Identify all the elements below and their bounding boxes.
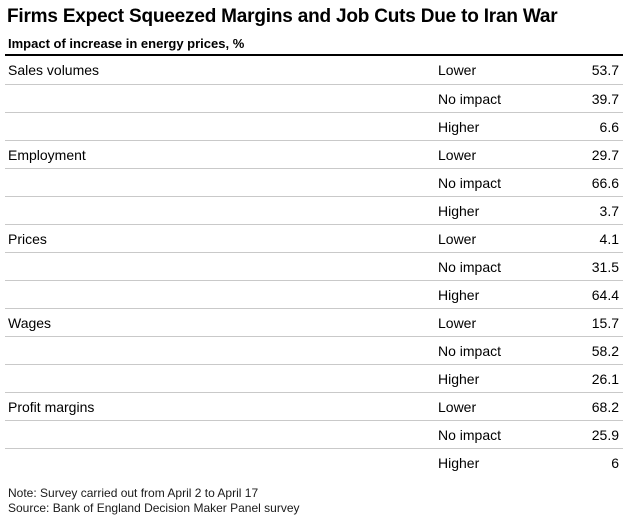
category-cell: Wages bbox=[8, 314, 52, 331]
table-row: Wages Lower 15.7 bbox=[5, 308, 623, 336]
impact-label-cell: Lower bbox=[438, 230, 477, 247]
value-cell: 58.2 bbox=[591, 342, 619, 359]
value-cell: 68.2 bbox=[591, 398, 619, 415]
table-row: No impact 66.6 bbox=[5, 168, 623, 196]
impact-label-cell: Higher bbox=[438, 454, 480, 471]
impact-label-cell: Lower bbox=[438, 62, 477, 78]
value-cell: 31.5 bbox=[591, 258, 619, 275]
impact-label-cell: Higher bbox=[438, 202, 480, 219]
impact-label-cell: Lower bbox=[438, 146, 477, 163]
header-rule bbox=[5, 54, 623, 56]
note-text: Note: Survey carried out from April 2 to… bbox=[8, 486, 259, 500]
table-row: Profit margins Lower 68.2 bbox=[5, 392, 623, 420]
source-text: Source: Bank of England Decision Maker P… bbox=[8, 501, 300, 515]
table-row: Employment Lower 29.7 bbox=[5, 140, 623, 168]
table-row: Higher 6.6 bbox=[5, 112, 623, 140]
impact-label-cell: Lower bbox=[438, 398, 477, 415]
chart-footer: Note: Survey carried out from April 2 to… bbox=[8, 486, 620, 516]
table-row: No impact 31.5 bbox=[5, 252, 623, 280]
table-row: No impact 39.7 bbox=[5, 84, 623, 112]
impact-label-cell: No impact bbox=[438, 426, 502, 443]
value-cell: 15.7 bbox=[591, 314, 619, 331]
impact-label-cell: Higher bbox=[438, 286, 480, 303]
value-cell: 26.1 bbox=[591, 370, 619, 387]
category-cell: Sales volumes bbox=[8, 62, 100, 78]
value-cell: 53.7 bbox=[591, 62, 619, 78]
table-row: No impact 58.2 bbox=[5, 336, 623, 364]
value-cell: 4.1 bbox=[599, 230, 619, 247]
impact-label-cell: Higher bbox=[438, 118, 480, 135]
value-cell: 6 bbox=[611, 454, 619, 471]
value-cell: 66.6 bbox=[591, 174, 619, 191]
impact-label-cell: Higher bbox=[438, 370, 480, 387]
table-row: Sales volumes Lower 53.7 bbox=[5, 56, 623, 84]
value-cell: 64.4 bbox=[591, 286, 619, 303]
impact-label-cell: No impact bbox=[438, 258, 502, 275]
impact-label-cell: Lower bbox=[438, 314, 477, 331]
impact-label-cell: No impact bbox=[438, 174, 502, 191]
value-cell: 25.9 bbox=[591, 426, 619, 443]
table-row: Prices Lower 4.1 bbox=[5, 224, 623, 252]
impact-table: Sales volumes Lower 53.7 No impact 39.7 Highe… bbox=[5, 56, 623, 476]
table-row: No impact 25.9 bbox=[5, 420, 623, 448]
table-row: Higher 64.4 bbox=[5, 280, 623, 308]
chart-subtitle: Impact of increase in energy prices, % bbox=[8, 36, 245, 51]
category-cell: Prices bbox=[8, 230, 47, 247]
category-cell: Profit margins bbox=[8, 398, 95, 415]
value-cell: 29.7 bbox=[591, 146, 619, 163]
value-cell: 3.7 bbox=[599, 202, 619, 219]
table-row: Higher 3.7 bbox=[5, 196, 623, 224]
category-cell: Employment bbox=[8, 146, 86, 163]
table-row: Higher 6 bbox=[5, 448, 623, 476]
value-cell: 39.7 bbox=[591, 90, 619, 107]
impact-label-cell: No impact bbox=[438, 342, 502, 359]
page-title: Firms Expect Squeezed Margins and Job Cu… bbox=[7, 6, 558, 27]
value-cell: 6.6 bbox=[599, 118, 619, 135]
table-row: Higher 26.1 bbox=[5, 364, 623, 392]
impact-label-cell: No impact bbox=[438, 90, 502, 107]
